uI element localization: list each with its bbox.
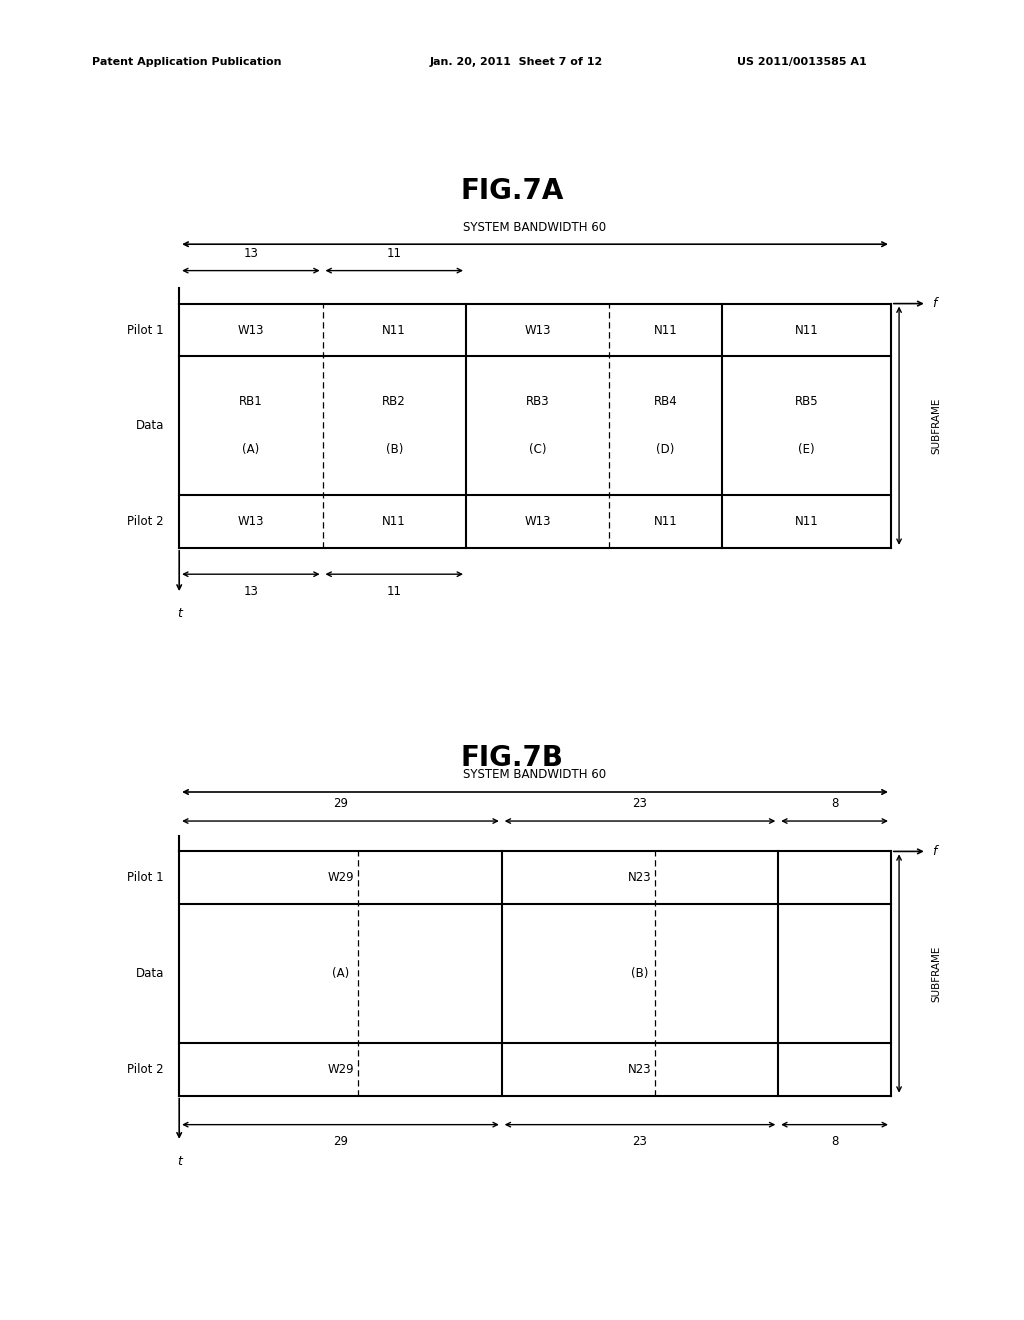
Text: N11: N11 bbox=[653, 323, 678, 337]
Text: 23: 23 bbox=[633, 797, 647, 810]
Text: 29: 29 bbox=[333, 1135, 348, 1148]
Text: RB1: RB1 bbox=[239, 396, 263, 408]
Text: US 2011/0013585 A1: US 2011/0013585 A1 bbox=[737, 57, 867, 67]
Text: SYSTEM BANDWIDTH 60: SYSTEM BANDWIDTH 60 bbox=[464, 220, 606, 234]
Text: RB4: RB4 bbox=[653, 396, 678, 408]
Text: W13: W13 bbox=[524, 323, 551, 337]
Text: N23: N23 bbox=[628, 1063, 652, 1076]
Text: t: t bbox=[177, 1155, 181, 1168]
Text: FIG.7A: FIG.7A bbox=[461, 177, 563, 205]
Text: 23: 23 bbox=[633, 1135, 647, 1148]
Text: Data: Data bbox=[135, 420, 164, 432]
Text: FIG.7B: FIG.7B bbox=[461, 744, 563, 772]
Text: 8: 8 bbox=[830, 797, 839, 810]
Text: W13: W13 bbox=[238, 323, 264, 337]
Text: (A): (A) bbox=[332, 968, 349, 979]
Text: 29: 29 bbox=[333, 797, 348, 810]
Text: W29: W29 bbox=[327, 871, 354, 884]
Text: SUBFRAME: SUBFRAME bbox=[932, 945, 942, 1002]
Text: N11: N11 bbox=[382, 323, 407, 337]
Text: W29: W29 bbox=[327, 1063, 354, 1076]
Text: Pilot 2: Pilot 2 bbox=[127, 515, 164, 528]
Text: N11: N11 bbox=[653, 515, 678, 528]
Text: N23: N23 bbox=[628, 871, 652, 884]
Text: RB3: RB3 bbox=[525, 396, 550, 408]
Text: 11: 11 bbox=[387, 585, 401, 598]
Text: N11: N11 bbox=[795, 323, 818, 337]
Text: W13: W13 bbox=[238, 515, 264, 528]
Text: Data: Data bbox=[135, 968, 164, 979]
Text: Pilot 1: Pilot 1 bbox=[127, 871, 164, 884]
Text: SYSTEM BANDWIDTH 60: SYSTEM BANDWIDTH 60 bbox=[464, 768, 606, 781]
Text: (D): (D) bbox=[656, 444, 675, 455]
Text: f: f bbox=[932, 845, 936, 858]
Text: 13: 13 bbox=[244, 585, 258, 598]
Text: (B): (B) bbox=[632, 968, 648, 979]
Text: (A): (A) bbox=[243, 444, 259, 455]
Text: (C): (C) bbox=[528, 444, 547, 455]
Text: N11: N11 bbox=[382, 515, 407, 528]
Text: (B): (B) bbox=[386, 444, 402, 455]
Text: W13: W13 bbox=[524, 515, 551, 528]
Text: RB5: RB5 bbox=[795, 396, 818, 408]
Text: N11: N11 bbox=[795, 515, 818, 528]
Text: Patent Application Publication: Patent Application Publication bbox=[92, 57, 282, 67]
Text: f: f bbox=[932, 297, 936, 310]
Text: RB2: RB2 bbox=[382, 396, 407, 408]
Text: SUBFRAME: SUBFRAME bbox=[932, 397, 942, 454]
Text: 13: 13 bbox=[244, 247, 258, 260]
Text: Pilot 1: Pilot 1 bbox=[127, 323, 164, 337]
Text: Jan. 20, 2011  Sheet 7 of 12: Jan. 20, 2011 Sheet 7 of 12 bbox=[430, 57, 603, 67]
Text: (E): (E) bbox=[798, 444, 815, 455]
Text: Pilot 2: Pilot 2 bbox=[127, 1063, 164, 1076]
Text: 8: 8 bbox=[830, 1135, 839, 1148]
Text: 11: 11 bbox=[387, 247, 401, 260]
Text: t: t bbox=[177, 607, 181, 620]
